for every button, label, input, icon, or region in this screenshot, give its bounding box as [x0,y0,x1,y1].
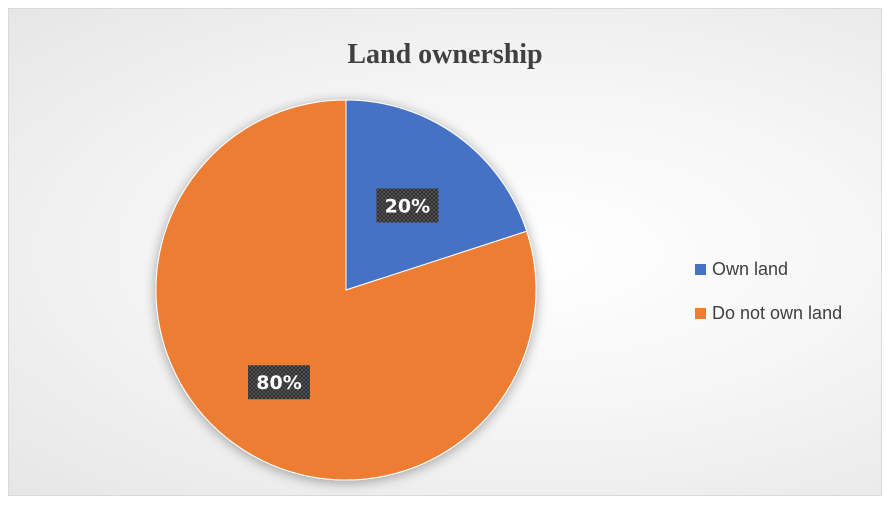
chart-area: Land ownership 20% 80% Own land Do not [8,8,882,496]
data-label-do-not-own-land: 80% [256,372,301,394]
legend: Own land Do not own land [695,259,842,347]
pie-chart: 20% 80% [155,99,537,481]
legend-label-own-land: Own land [712,258,789,279]
data-label-own-land: 20% [385,195,430,217]
legend-swatch-own-land [695,263,706,275]
chart-title: Land ownership [347,39,543,70]
data-label-bg-own-land [376,188,439,223]
legend-item-do-not-own-land: Do not own land [695,303,842,323]
legend-item-own-land: Own land [695,259,842,279]
data-label-bg-do-not-own-land [247,365,310,400]
legend-label-do-not-own-land: Do not own land [712,302,843,323]
legend-swatch-do-not-own-land [695,307,706,319]
